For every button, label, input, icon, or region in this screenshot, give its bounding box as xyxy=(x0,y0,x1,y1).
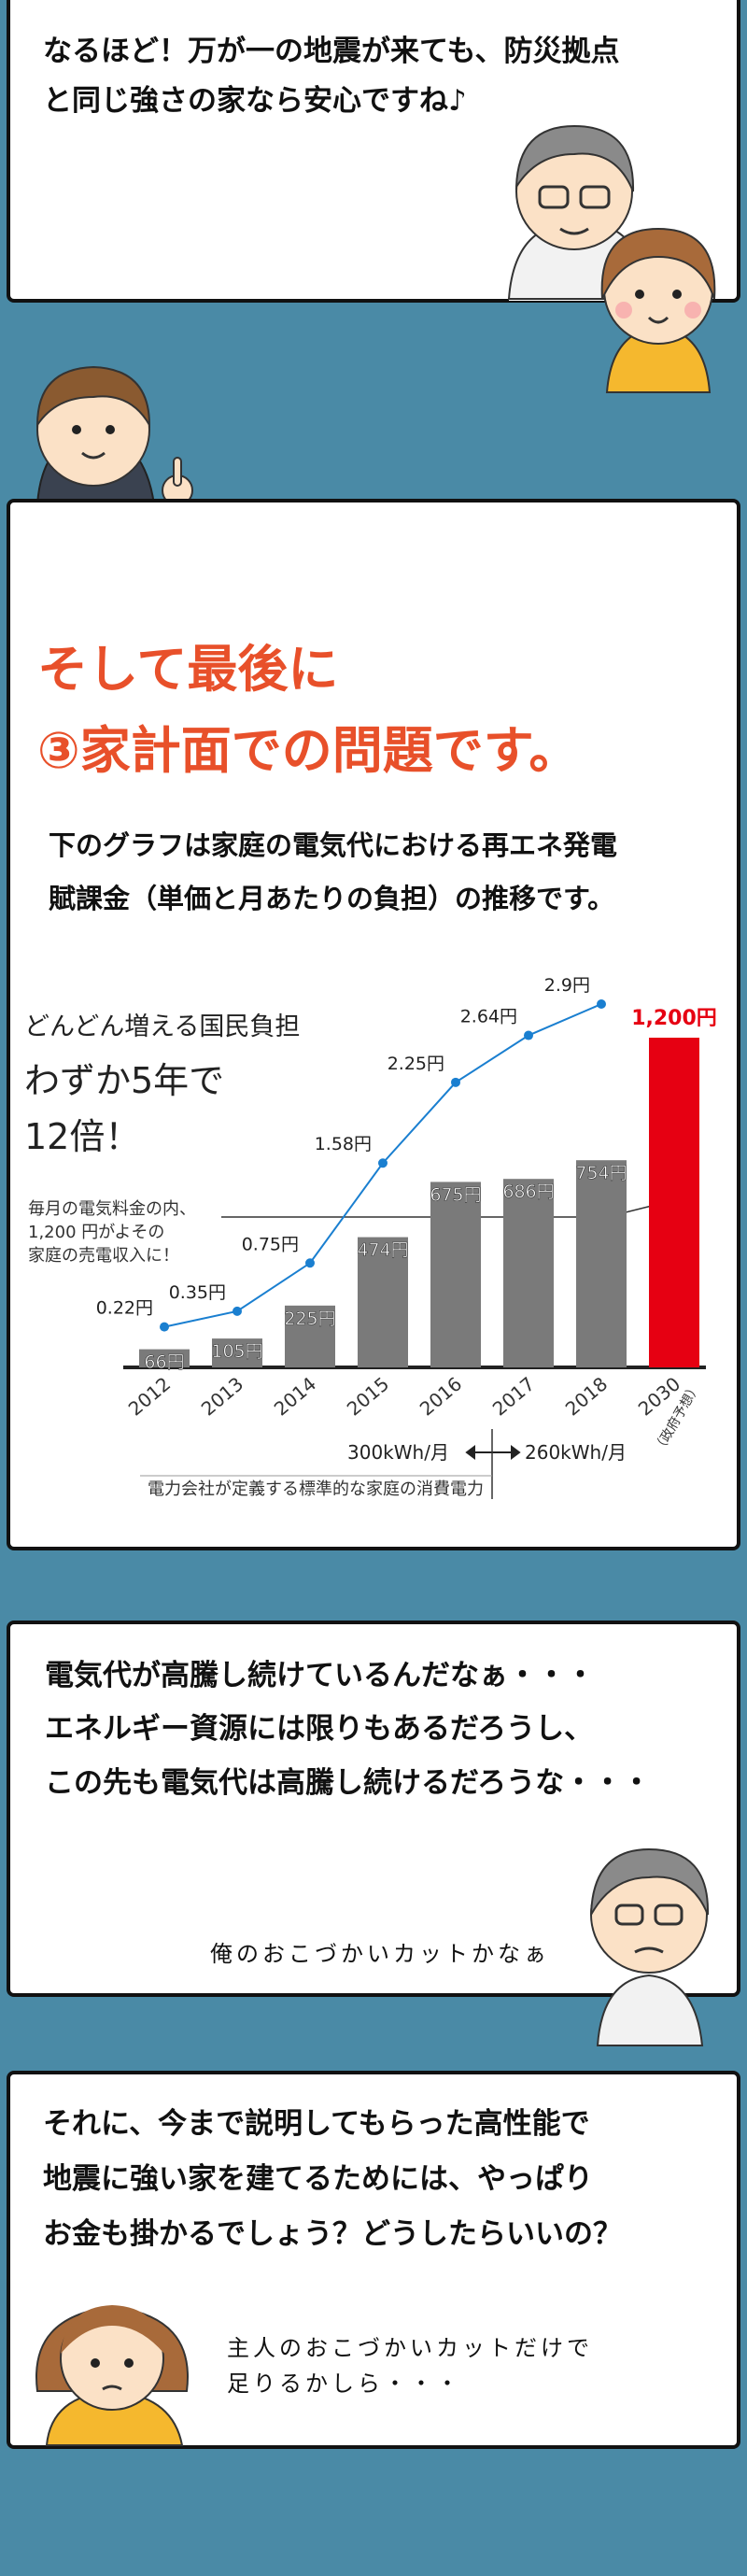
bar xyxy=(358,1237,408,1367)
bar xyxy=(576,1160,627,1367)
value-label: 225円 xyxy=(284,1309,335,1329)
chart-title: わずか5年で xyxy=(24,1060,224,1101)
bar xyxy=(503,1179,554,1367)
line-point xyxy=(305,1258,315,1268)
usage-note: 電力会社が定義する標準的な家庭の消費電力 xyxy=(148,1479,484,1499)
value-label: 2.9円 xyxy=(544,975,590,996)
line-point xyxy=(378,1158,388,1168)
dialog-line: お金も掛かるでしょう？どうしたらいいの？ xyxy=(43,2217,622,2251)
line-point xyxy=(597,999,606,1009)
value-label: 105円 xyxy=(211,1341,262,1362)
panel xyxy=(7,1621,740,1997)
dialog-line: それに、今まで説明してもらった高性能で xyxy=(43,2107,590,2141)
dialog-line: 地震に強い家を建てるためには、やっぱり xyxy=(43,2162,593,2196)
paragraph-line: 下のグラフは家庭の電気代における再エネ発電 xyxy=(49,829,617,861)
line-point xyxy=(451,1077,460,1087)
dialog-line: 電気代が高騰し続けているんだなぁ・・・ xyxy=(45,1659,595,1692)
value-label: 474円 xyxy=(357,1240,408,1261)
value-label: 1.58円 xyxy=(315,1134,372,1154)
value-label: 2.25円 xyxy=(388,1054,444,1074)
bar xyxy=(139,1349,190,1367)
dialog-line: エネルギー資源には限りもあるだろうし、 xyxy=(45,1712,593,1746)
dialog-line: なるほど！万が一の地震が来ても、防災拠点 xyxy=(43,35,620,68)
usage-label: 260kWh/月 xyxy=(525,1441,627,1464)
panel xyxy=(7,499,740,1550)
couple-illustration xyxy=(507,124,716,393)
value-label: 0.22円 xyxy=(96,1298,153,1319)
thought-text: 足りるかしら・・・ xyxy=(227,2371,462,2397)
paragraph-line: 賦課金（単価と月あたりの負担）の推移です。 xyxy=(49,883,614,914)
bar xyxy=(212,1338,262,1367)
bar xyxy=(285,1305,335,1367)
value-label: 0.75円 xyxy=(242,1234,299,1254)
thought-text: 俺のおこづかいカットかなぁ xyxy=(210,1941,550,1967)
bar xyxy=(649,1038,699,1367)
line-point xyxy=(524,1030,533,1040)
value-label: 66円 xyxy=(144,1352,184,1373)
value-label: 2.64円 xyxy=(460,1007,517,1027)
annotation: 家庭の売電収入に！ xyxy=(28,1246,179,1266)
panel xyxy=(7,2071,740,2449)
dialog-line: と同じ強さの家なら安心ですね♪ xyxy=(43,84,467,118)
chart-title: 12倍！ xyxy=(24,1116,140,1157)
husband-illustration xyxy=(590,1847,710,2046)
value-label: 675円 xyxy=(430,1184,481,1205)
line-point xyxy=(233,1306,242,1316)
value-label: 754円 xyxy=(575,1163,627,1183)
usage-label: 300kWh/月 xyxy=(347,1441,449,1464)
usage-arrow xyxy=(465,1445,521,1460)
annotation: 毎月の電気料金の内、 xyxy=(28,1199,196,1219)
value-label: 686円 xyxy=(502,1182,554,1202)
dialog-line: この先も電気代は高騰し続けるだろうな・・・ xyxy=(45,1766,651,1800)
chart-title: どんどん増える国民負担 xyxy=(24,1012,300,1041)
thought-text: 主人のおこづかいカットだけで xyxy=(227,2335,593,2361)
value-label: 1,200円 xyxy=(631,1007,717,1030)
heading: そして最後に xyxy=(37,640,338,699)
line-point xyxy=(160,1322,169,1332)
heading: ③家計面での問題です。 xyxy=(37,721,579,780)
annotation: 1,200 円がよその xyxy=(28,1223,164,1242)
bar xyxy=(430,1182,481,1367)
wife-illustration xyxy=(35,2305,189,2446)
value-label: 0.35円 xyxy=(169,1282,226,1303)
advisor-illustration xyxy=(35,365,193,506)
